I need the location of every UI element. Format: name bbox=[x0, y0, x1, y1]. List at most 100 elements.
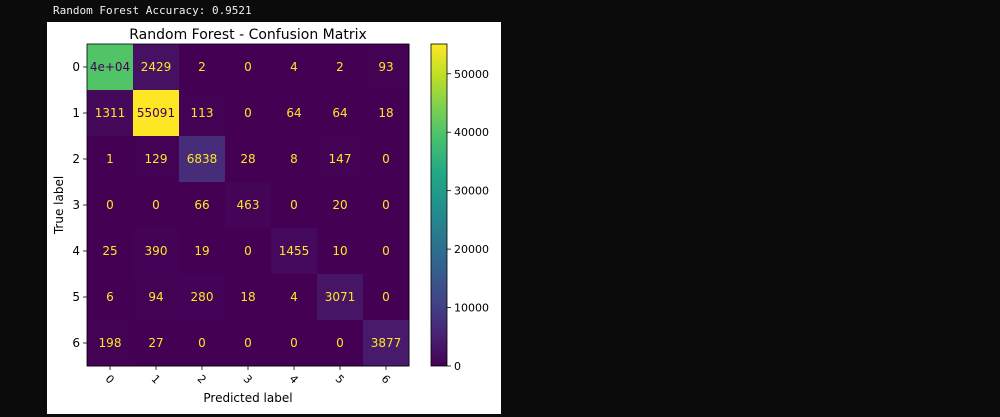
x-tick-label: 4 bbox=[287, 372, 301, 386]
heatmap-cell bbox=[179, 90, 226, 137]
heatmap-cell bbox=[363, 182, 410, 229]
heatmap-cell bbox=[225, 228, 272, 275]
cell-output-header bbox=[47, 0, 1000, 22]
cell-value-label: 113 bbox=[191, 106, 214, 120]
heatmap-cell bbox=[317, 274, 364, 321]
cell-value-label: 0 bbox=[382, 152, 390, 166]
heatmap-cell bbox=[133, 182, 180, 229]
heatmap-cell bbox=[179, 44, 226, 91]
heatmap-cell bbox=[317, 320, 364, 367]
heatmap-cell bbox=[271, 44, 318, 91]
cell-value-label: 390 bbox=[145, 244, 168, 258]
cell-value-label: 19 bbox=[194, 244, 209, 258]
cell-value-label: 6838 bbox=[187, 152, 218, 166]
heatmap-cell bbox=[225, 274, 272, 321]
x-axis-label: Predicted label bbox=[203, 391, 292, 405]
confusion-matrix-figure: Random Forest - Confusion Matrix 4e+04 24… bbox=[47, 22, 501, 414]
heatmap-cell bbox=[87, 228, 134, 275]
y-tick-label: 6 bbox=[72, 336, 80, 350]
heatmap-cell bbox=[133, 274, 180, 321]
heatmap-cell bbox=[363, 274, 410, 321]
colorbar-tick-label: 0 bbox=[454, 360, 461, 373]
cell-value-label: 94 bbox=[148, 290, 163, 304]
heatmap-cell bbox=[87, 182, 134, 229]
heatmap-cell bbox=[317, 228, 364, 275]
cell-value-label: 6 bbox=[106, 290, 114, 304]
heatmap-cell bbox=[317, 136, 364, 183]
cell-value-label: 64 bbox=[332, 106, 347, 120]
heatmap-cell bbox=[179, 182, 226, 229]
x-tick-label: 6 bbox=[379, 372, 393, 386]
heatmap-cell bbox=[271, 182, 318, 229]
cell-value-label: 3071 bbox=[325, 290, 356, 304]
cell-value-label: 129 bbox=[145, 152, 168, 166]
colorbar-tick-label: 30000 bbox=[454, 185, 489, 198]
heatmap-cell bbox=[363, 320, 410, 367]
heatmap-cell bbox=[179, 228, 226, 275]
x-tick-label: 1 bbox=[149, 372, 163, 386]
confusion-matrix-chart: Random Forest - Confusion Matrix 4e+04 24… bbox=[52, 27, 489, 405]
heatmap-cell bbox=[87, 136, 134, 183]
cell-value-label: 18 bbox=[378, 106, 393, 120]
cell-value-label: 1455 bbox=[279, 244, 310, 258]
heatmap-cell bbox=[363, 228, 410, 275]
heatmap-cell bbox=[133, 90, 180, 137]
accuracy-output-text: Random Forest Accuracy: 0.9521 bbox=[53, 4, 252, 17]
y-tick-label: 4 bbox=[72, 244, 80, 258]
cell-value-label: 0 bbox=[336, 336, 344, 350]
x-tick-label: 2 bbox=[195, 372, 209, 386]
heatmap-cell bbox=[87, 274, 134, 321]
heatmap-cell bbox=[179, 136, 226, 183]
cell-value-label: 4 bbox=[290, 290, 298, 304]
y-axis-label: True label bbox=[52, 176, 66, 235]
y-tick-label: 1 bbox=[72, 106, 80, 120]
heatmap-cell bbox=[271, 228, 318, 275]
heatmap-cell bbox=[317, 182, 364, 229]
cell-value-label: 10 bbox=[332, 244, 347, 258]
cell-value-label: 1 bbox=[106, 152, 114, 166]
cell-value-label: 3877 bbox=[371, 336, 402, 350]
cell-value-label: 8 bbox=[290, 152, 298, 166]
cell-value-label: 18 bbox=[240, 290, 255, 304]
cell-value-label: 66 bbox=[194, 198, 209, 212]
colorbar-tick-label: 40000 bbox=[454, 126, 489, 139]
colorbar-tick-label: 50000 bbox=[454, 68, 489, 81]
heatmap-cell bbox=[87, 90, 134, 137]
cell-value-label: 2429 bbox=[141, 60, 172, 74]
heatmap-cell bbox=[87, 44, 134, 91]
heatmap-cell bbox=[317, 90, 364, 137]
cell-value-label: 0 bbox=[382, 290, 390, 304]
x-tick-label: 5 bbox=[333, 372, 347, 386]
heatmap-cell bbox=[133, 136, 180, 183]
y-tick-label: 3 bbox=[72, 198, 80, 212]
cell-value-label: 147 bbox=[329, 152, 352, 166]
cell-value-label: 0 bbox=[290, 198, 298, 212]
heatmap-cell bbox=[317, 44, 364, 91]
heatmap-cell bbox=[271, 320, 318, 367]
cell-value-label: 20 bbox=[332, 198, 347, 212]
heatmap-cell bbox=[179, 320, 226, 367]
cell-value-label: 28 bbox=[240, 152, 255, 166]
cell-value-label: 55091 bbox=[137, 106, 175, 120]
y-tick-label: 2 bbox=[72, 152, 80, 166]
cell-value-label: 0 bbox=[198, 336, 206, 350]
heatmap-cell bbox=[363, 136, 410, 183]
cell-value-label: 0 bbox=[244, 106, 252, 120]
cell-value-label: 93 bbox=[378, 60, 393, 74]
cell-value-label: 0 bbox=[106, 198, 114, 212]
cell-value-label: 1311 bbox=[95, 106, 126, 120]
colorbar bbox=[430, 43, 448, 367]
cell-value-label: 4e+04 bbox=[90, 60, 130, 74]
heatmap-cell bbox=[179, 274, 226, 321]
heatmap-cell bbox=[363, 44, 410, 91]
cell-value-label: 280 bbox=[191, 290, 214, 304]
cell-value-label: 0 bbox=[290, 336, 298, 350]
heatmap-cell bbox=[133, 320, 180, 367]
cell-value-label: 2 bbox=[198, 60, 206, 74]
cell-value-label: 0 bbox=[244, 244, 252, 258]
heatmap-cell bbox=[225, 182, 272, 229]
y-tick-label: 5 bbox=[72, 290, 80, 304]
heatmap-cell bbox=[225, 136, 272, 183]
chart-title: Random Forest - Confusion Matrix bbox=[129, 27, 367, 43]
